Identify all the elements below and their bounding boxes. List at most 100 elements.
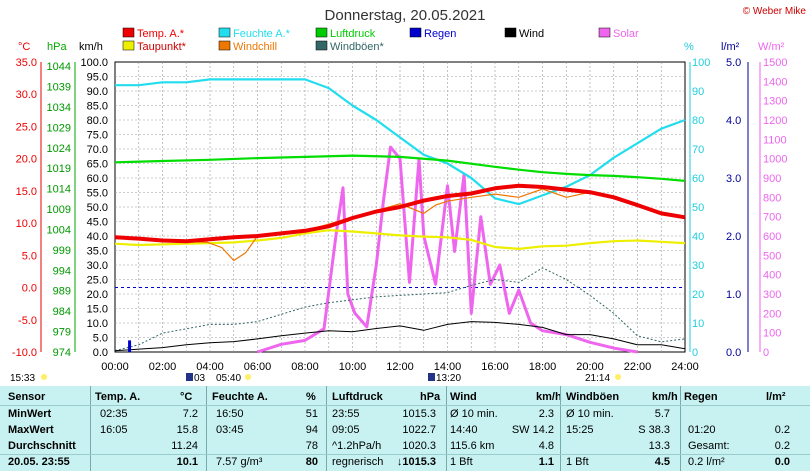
solar-tick: 100 [763,328,781,340]
sun-dot-rise [245,374,251,380]
table-cell: 1015.3 [402,408,436,420]
wind-tick: 30.0 [87,260,108,272]
wind-tick: 45.0 [87,217,108,229]
temp-tick: 10.0 [16,218,37,230]
wind-tick: 25.0 [87,275,108,287]
table-cell [100,439,140,454]
legend-label: Windböen* [330,41,385,53]
series-windchill [114,188,591,262]
legend-swatch [218,40,231,51]
wind-tick: 50.0 [87,202,108,214]
table-cell: 13.3 [648,440,670,452]
legend-swatch [315,40,328,51]
solar-tick: 1400 [763,76,787,88]
humidity-unit: % [684,41,694,53]
x-tick: 16:00 [481,361,509,373]
table-cell: 15:25 [566,424,594,436]
rain-tick: 3.0 [726,173,741,185]
table-cell: 23:55 [332,408,360,420]
x-tick: 10:00 [339,361,367,373]
pressure-tick: 1039 [47,82,71,94]
table-cell: 1 Bft [566,456,589,468]
temp-tick: 30.0 [16,89,37,101]
pressure-tick: 1004 [47,224,71,236]
series-solar [257,145,638,354]
solar-tick: 1100 [763,134,787,146]
table-cell: 4.8 [538,440,554,452]
table-cell: 1 Bft [450,456,473,468]
table-cell: 20.05. 23:55 [8,456,70,468]
wind-tick: 65.0 [87,159,108,171]
humidity-tick: 40 [692,231,704,243]
table-cell: 2.3 [538,408,554,420]
pressure-tick: 1009 [47,204,71,216]
humidity-tick: 20 [692,289,704,301]
table-header: Sensor [8,391,46,403]
table-col-separator [446,386,447,471]
table-cell: 15.8 [176,424,198,436]
table-cell: MinWert [8,408,52,420]
table-cell: 51 [305,408,318,420]
table-header: Feuchte A. [212,391,268,403]
legend-swatch [598,27,611,38]
stats-table: Sensor Temp. A. °C Feuchte A.% Luftdruck hPa W… [0,386,810,471]
series-tempa [114,183,686,244]
table-cell: 03:45 [216,424,244,436]
pressure-tick: 1024 [47,143,71,155]
table-cell: 11.24 [171,440,198,452]
table-cell: 78 [305,440,318,452]
solar-tick: 200 [763,308,781,320]
table-header: km/h [652,391,678,403]
chart-title: Donnerstag, 20.05.2021 [325,7,486,24]
solar-tick: 900 [763,173,781,185]
table-cell: 80 [305,456,318,468]
table-cell: Gesamt: [688,440,730,452]
table-row-separator [0,405,810,406]
wind-tick: 35.0 [87,246,108,258]
table-col-separator [90,386,91,471]
series-luftdruck [114,154,686,182]
table-col-separator [680,386,681,471]
series-wind [114,321,686,352]
solar-tick: 1000 [763,154,787,166]
temp-tick: 0.0 [22,283,37,295]
humidity-tick: 100 [692,57,710,69]
legend-label: Taupunkt* [137,41,187,53]
table-cell: Durchschnitt [8,440,76,452]
temp-tick: 35.0 [16,57,37,69]
solar-tick: 1300 [763,96,787,108]
table-cell: 7.57 g/m³ [216,456,263,468]
pressure-tick: 1044 [47,61,71,73]
table-cell: 1020.3 [402,440,436,452]
wind-tick: 85.0 [87,101,108,113]
x-tick: 18:00 [529,361,557,373]
x-tick: 22:00 [624,361,652,373]
x-tick: 04:00 [196,361,224,373]
sunrise-time: 05:40 [216,373,241,384]
x-tick: 06:00 [244,361,272,373]
table-cell: 0.2 l/m² [688,456,725,468]
temp-tick: 5.0 [22,250,37,262]
legend-label: Feuchte A.* [233,28,291,40]
legend-label: Luftdruck [330,28,376,40]
table-cell: 10.1 [176,456,198,468]
pressure-tick: 1019 [47,163,71,175]
rain-tick: 0.0 [726,347,741,359]
rain-bar [128,340,132,352]
wind-tick: 0.0 [93,347,108,359]
pressure-tick: 994 [53,265,71,277]
x-tick: 24:00 [671,361,699,373]
table-header: Regen [684,391,718,403]
rain-tick: 2.0 [726,231,741,243]
humidity-tick: 0 [692,347,698,359]
legend-swatch [122,40,135,51]
table-cell: 0.2 [774,424,790,436]
solar-tick: 400 [763,270,781,282]
x-tick: 20:00 [576,361,604,373]
table-header: l/m² [766,391,786,403]
table-cell: 94 [305,424,318,436]
pressure-tick: 1034 [47,102,71,114]
credit-text: © Weber Mike [743,6,807,17]
table-cell: ^1.2hPa/h [332,440,382,452]
humidity-tick: 80 [692,115,704,127]
